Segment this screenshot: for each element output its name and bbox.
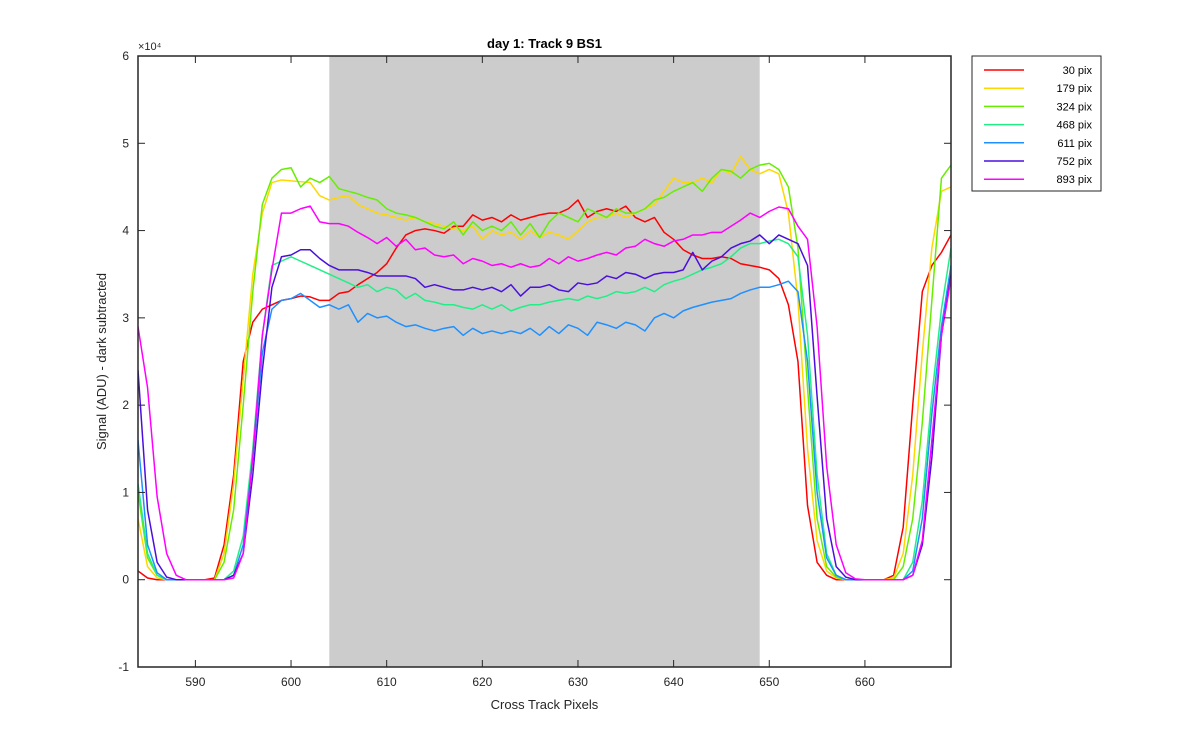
y-tick-label: 0 bbox=[122, 573, 129, 587]
y-tick-label: 1 bbox=[122, 485, 129, 499]
x-axis-label: Cross Track Pixels bbox=[491, 697, 599, 712]
series-line-611-pix bbox=[138, 265, 951, 581]
x-tick-label: 610 bbox=[377, 675, 397, 689]
legend-label: 752 pix bbox=[1057, 156, 1093, 168]
chart-title: day 1: Track 9 BS1 bbox=[487, 36, 602, 51]
y-tick-label: -1 bbox=[118, 660, 129, 674]
series-line-893-pix bbox=[138, 205, 951, 581]
series-line-752-pix bbox=[138, 234, 951, 581]
x-tick-label: 660 bbox=[855, 675, 875, 689]
axes-box bbox=[137, 55, 952, 668]
y-tick-label: 4 bbox=[122, 224, 129, 238]
y-tick-label: 6 bbox=[122, 49, 129, 63]
series-layer bbox=[138, 155, 951, 581]
axes-layer: 590 600 610 620 630 640 650 660 -1 0 1 2 3 4 5 6 bbox=[118, 49, 952, 689]
x-tick-label: 620 bbox=[472, 675, 492, 689]
y-tick-label: 5 bbox=[122, 136, 129, 150]
x-tick-label: 630 bbox=[568, 675, 588, 689]
series-line-30-pix bbox=[138, 199, 951, 581]
y-tick-label: 3 bbox=[122, 311, 129, 325]
series-line-179-pix bbox=[138, 155, 951, 581]
x-tick-label: 640 bbox=[664, 675, 684, 689]
legend-label: 893 pix bbox=[1057, 174, 1093, 186]
legend-label: 468 pix bbox=[1057, 120, 1093, 132]
x-tick-label: 650 bbox=[759, 675, 779, 689]
shaded-region bbox=[329, 56, 760, 667]
x-tick-label: 600 bbox=[281, 675, 301, 689]
series-line-324-pix bbox=[138, 162, 951, 581]
legend-label: 324 pix bbox=[1057, 101, 1093, 113]
legend-label: 611 pix bbox=[1057, 138, 1092, 150]
legend-label: 30 pix bbox=[1063, 65, 1093, 77]
legend: 30 pix 179 pix 324 pix 468 pix 611 pix 752 pi… bbox=[971, 55, 1102, 192]
shaded-region-layer bbox=[329, 56, 760, 667]
legend-box bbox=[971, 55, 1102, 192]
legend-label: 179 pix bbox=[1057, 83, 1093, 95]
y-exponent-label: ×10⁴ bbox=[138, 41, 162, 53]
x-tick-label: 590 bbox=[185, 675, 205, 689]
y-axis-label: Signal (ADU) - dark subtracted bbox=[94, 273, 109, 450]
y-tick-label: 2 bbox=[122, 398, 129, 412]
